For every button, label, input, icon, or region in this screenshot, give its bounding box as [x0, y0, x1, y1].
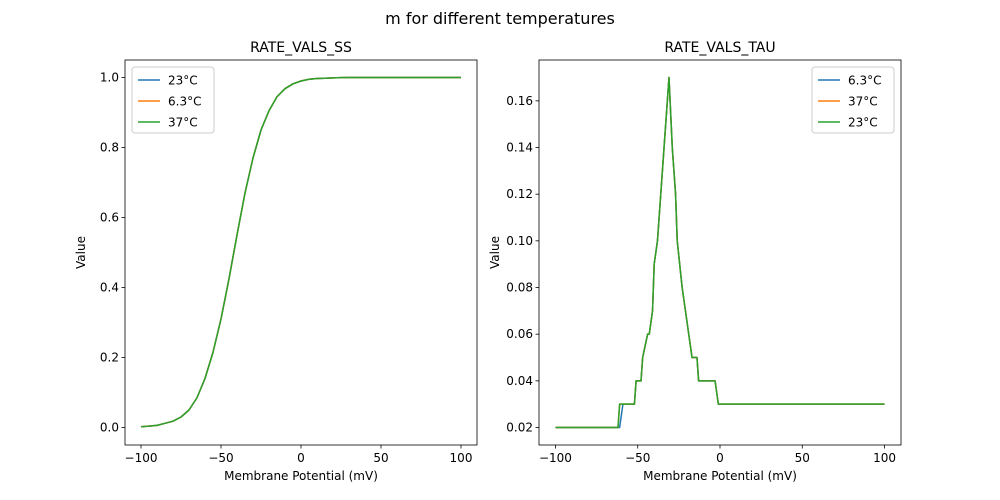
y-tick-label: 0.04 [506, 374, 533, 388]
x-tick-label: −100 [539, 451, 572, 465]
y-tick-label: 0.02 [506, 421, 533, 435]
y-axis-label: Value [488, 236, 502, 269]
legend-label: 6.3°C [168, 95, 201, 109]
y-tick-label: 0.12 [506, 187, 533, 201]
y-tick-label: 0.14 [506, 141, 533, 155]
subplot-steady-state: −100 −50 0 50 100 0.0 0.2 0.4 0.6 0.8 1.0 RATE_VALS… [74, 40, 478, 483]
axes-title: RATE_VALS_SS [250, 40, 352, 56]
x-tick-label: 0 [716, 451, 724, 465]
x-tick-label: −50 [208, 451, 233, 465]
legend-label: 23°C [848, 116, 878, 130]
legend: 23°C 6.3°C 37°C [131, 66, 215, 134]
series-line-2 [140, 76, 461, 428]
subplot-tau: −100 −50 0 50 100 0.02 0.04 0.06 0.08 0.10 0.12 0.1… [488, 40, 902, 483]
legend-box [811, 66, 895, 134]
legend-label: 37°C [168, 116, 198, 130]
legend-label: 23°C [168, 74, 198, 88]
legend-label: 37°C [848, 95, 878, 109]
x-tick-label: 100 [450, 451, 473, 465]
y-tick-label: 0.08 [506, 281, 533, 295]
x-tick-label: 50 [795, 451, 810, 465]
y-tick-label: 0.06 [506, 327, 533, 341]
legend-box [131, 66, 215, 134]
y-tick-label: 0.8 [100, 141, 119, 155]
x-tick-label: 0 [297, 451, 305, 465]
y-tick-label: 0.4 [100, 281, 119, 295]
axes-title: RATE_VALS_TAU [664, 40, 775, 56]
x-tick-label: 50 [373, 451, 388, 465]
y-tick-label: 0.2 [100, 351, 119, 365]
y-tick-label: 0.10 [506, 234, 533, 248]
x-tick-label: −100 [125, 451, 158, 465]
figure-suptitle: m for different temperatures [385, 9, 615, 28]
y-tick-label: 0.16 [506, 94, 533, 108]
y-axis-label: Value [74, 236, 88, 269]
x-tick-label: 100 [873, 451, 896, 465]
legend-label: 6.3°C [848, 74, 881, 88]
y-tick-label: 0.6 [100, 211, 119, 225]
x-axis-label: Membrane Potential (mV) [224, 469, 378, 483]
y-tick-label: 1.0 [100, 71, 119, 85]
legend: 6.3°C 37°C 23°C [811, 66, 895, 134]
series-line-2 [555, 76, 885, 429]
x-axis-label: Membrane Potential (mV) [643, 469, 797, 483]
x-tick-label: −50 [625, 451, 650, 465]
y-tick-label: 0.0 [100, 421, 119, 435]
